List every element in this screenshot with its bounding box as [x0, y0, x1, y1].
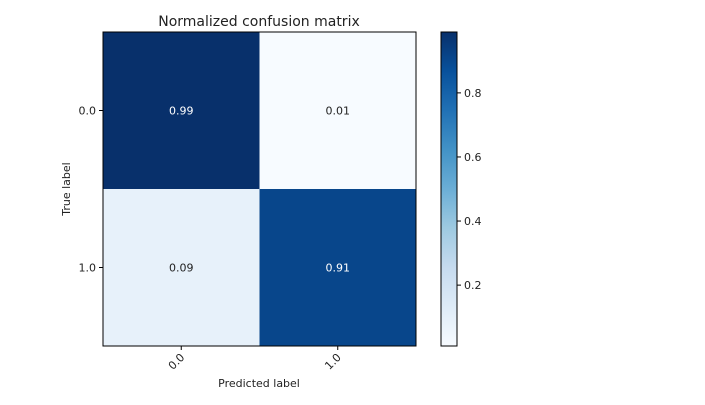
matrix-cell — [103, 189, 260, 346]
y-tick-label: 1.0 — [79, 262, 97, 275]
colorbar-tick-label: 0.8 — [464, 87, 482, 100]
chart-title: Normalized confusion matrix — [158, 14, 360, 30]
x-tick-label: 0.0 — [166, 351, 188, 373]
y-axis-label: True label — [60, 162, 73, 216]
colorbar-tick-label: 0.4 — [464, 215, 482, 228]
matrix-cell — [259, 189, 416, 346]
colorbar-tick-label: 0.6 — [464, 151, 482, 164]
matrix-cell — [103, 32, 260, 189]
y-axis-ticks: 0.0 1.0 — [79, 105, 103, 275]
colorbar — [440, 31, 458, 347]
cell-value-label: 0.09 — [169, 262, 194, 275]
matrix-frame — [102, 31, 417, 347]
colorbar-tick-label: 0.2 — [464, 279, 482, 292]
colorbar-ticks: 0.2 0.4 0.6 0.8 — [457, 87, 482, 292]
x-tick-label: 1.0 — [322, 351, 344, 373]
matrix-cells — [103, 32, 416, 346]
matrix-cell-labels: 0.99 0.01 0.09 0.91 — [169, 105, 350, 275]
cell-value-label: 0.01 — [326, 105, 351, 118]
x-axis-label: Predicted label — [218, 377, 300, 390]
matrix-cell — [259, 32, 416, 189]
cell-value-label: 0.91 — [326, 262, 351, 275]
y-tick-label: 0.0 — [79, 105, 97, 118]
cell-value-label: 0.99 — [169, 105, 194, 118]
x-axis-ticks: 0.0 1.0 — [166, 346, 344, 372]
